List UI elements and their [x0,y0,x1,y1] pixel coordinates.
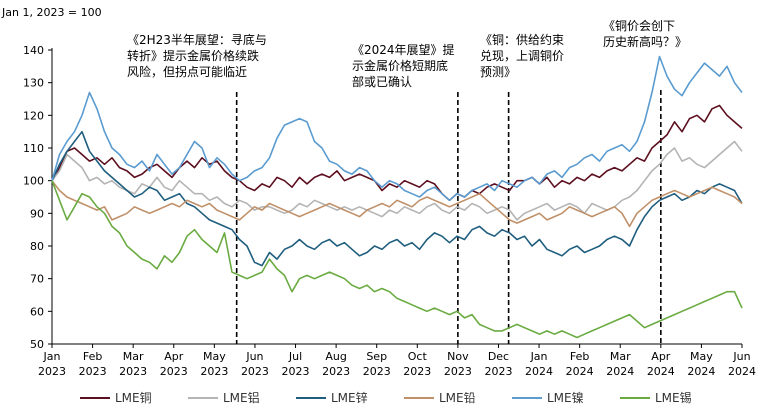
series-line [51,104,743,202]
x-tick-label-month: Feb [83,350,102,363]
annotation-text: 示金属价格短期底 [352,58,448,73]
x-tick-label-month: Apr [164,350,184,363]
plot-area [51,48,742,345]
x-tick-label-month: Jan [43,350,61,363]
legend-label: LME锌 [331,391,368,405]
x-tick-label-year: 2024 [687,365,715,378]
x-tick-label-month: May [690,350,713,363]
x-tick-label-month: Jan [530,350,548,363]
series-line [51,180,743,339]
x-tick-label-month: Feb [570,350,589,363]
x-tick-label-month: Sep [366,350,387,363]
y-tick-label: 110 [23,142,44,155]
y-tick-label: 70 [30,273,44,286]
legend-label: LME镍 [547,391,584,405]
x-tick-label-year: 2023 [200,365,228,378]
y-tick-label: 140 [23,44,44,57]
series-lines [51,55,743,339]
x-tick-label-year: 2024 [525,365,553,378]
legend-label: LME锡 [655,390,692,405]
series-line [51,140,743,221]
x-tick-label-year: 2024 [647,365,675,378]
x-tick-label-year: 2023 [484,365,512,378]
annotation-text: 《铜价会创下 [603,18,675,33]
y-tick-label: 130 [23,77,44,90]
x-tick-label-month: Jun [732,350,750,363]
x-tick-label-month: Aug [325,350,346,363]
x-tick-label-month: Nov [447,350,469,363]
x-tick-label-month: Oct [408,350,428,363]
annotation-text: 部或已确认 [352,74,412,89]
x-tick-label-month: Apr [651,350,671,363]
y-axis: 50 60 70 80 90 100 110 120 130 140 [23,44,52,351]
x-tick-label-year: 2023 [38,365,66,378]
annotation-text: 历史新高吗？》 [603,34,687,49]
annotation-text: 风险，但拐点可能临近 [127,64,247,79]
y-tick-label: 50 [30,338,44,351]
x-tick-label-year: 2023 [403,365,431,378]
annotation-text: 转折》提示金属价格续跌 [127,48,259,63]
annotation-text: 兑现，上调铜价 [480,48,564,63]
x-tick-label-year: 2023 [322,365,350,378]
series-line [51,55,743,202]
x-tick-label-month: Mar [123,350,144,363]
x-tick-label-year: 2023 [444,365,472,378]
x-tick-label-month: Jul [288,350,302,363]
x-tick-label-year: 2023 [119,365,147,378]
y-tick-label: 100 [23,175,44,188]
x-tick-label-month: Mar [610,350,631,363]
legend-label: LME铝 [223,390,260,405]
legend-label: LME铅 [439,391,476,405]
y-tick-label: 120 [23,109,44,122]
annotation-text: 预测》 [480,65,516,79]
annotation-text: 《铜：供给约束 [480,32,564,47]
y-tick-label: 80 [30,240,44,253]
x-tick-label-year: 2023 [363,365,391,378]
x-axis: Jan 2023 Feb 2023 Mar 2023 Apr 2023 May 2023 Jun 20… [38,344,756,378]
x-tick-label-month: Jun [245,350,263,363]
x-tick-label-year: 2023 [282,365,310,378]
x-tick-label-year: 2023 [241,365,269,378]
y-tick-label: 60 [30,305,44,318]
legend: LME铜 LME铝 LME锌 LME铅 LME镍 LME锡 [80,390,692,405]
x-tick-label-year: 2024 [566,365,594,378]
x-tick-label-year: 2024 [606,365,634,378]
x-tick-label-month: May [203,350,226,363]
legend-label: LME铜 [115,390,152,405]
series-line [51,130,743,267]
x-tick-label-year: 2023 [160,365,188,378]
annotation-text: 《2H23半年展望：寻底与 [127,32,267,47]
x-tick-label-year: 2023 [79,365,107,378]
annotation-text: 《2024年展望》提 [352,42,455,57]
x-tick-label-year: 2024 [728,365,756,378]
y-tick-label: 90 [30,207,44,220]
series-line [51,180,743,228]
chart-title: Jan 1, 2023 = 100 [1,6,102,19]
x-tick-label-month: Dec [488,350,509,363]
